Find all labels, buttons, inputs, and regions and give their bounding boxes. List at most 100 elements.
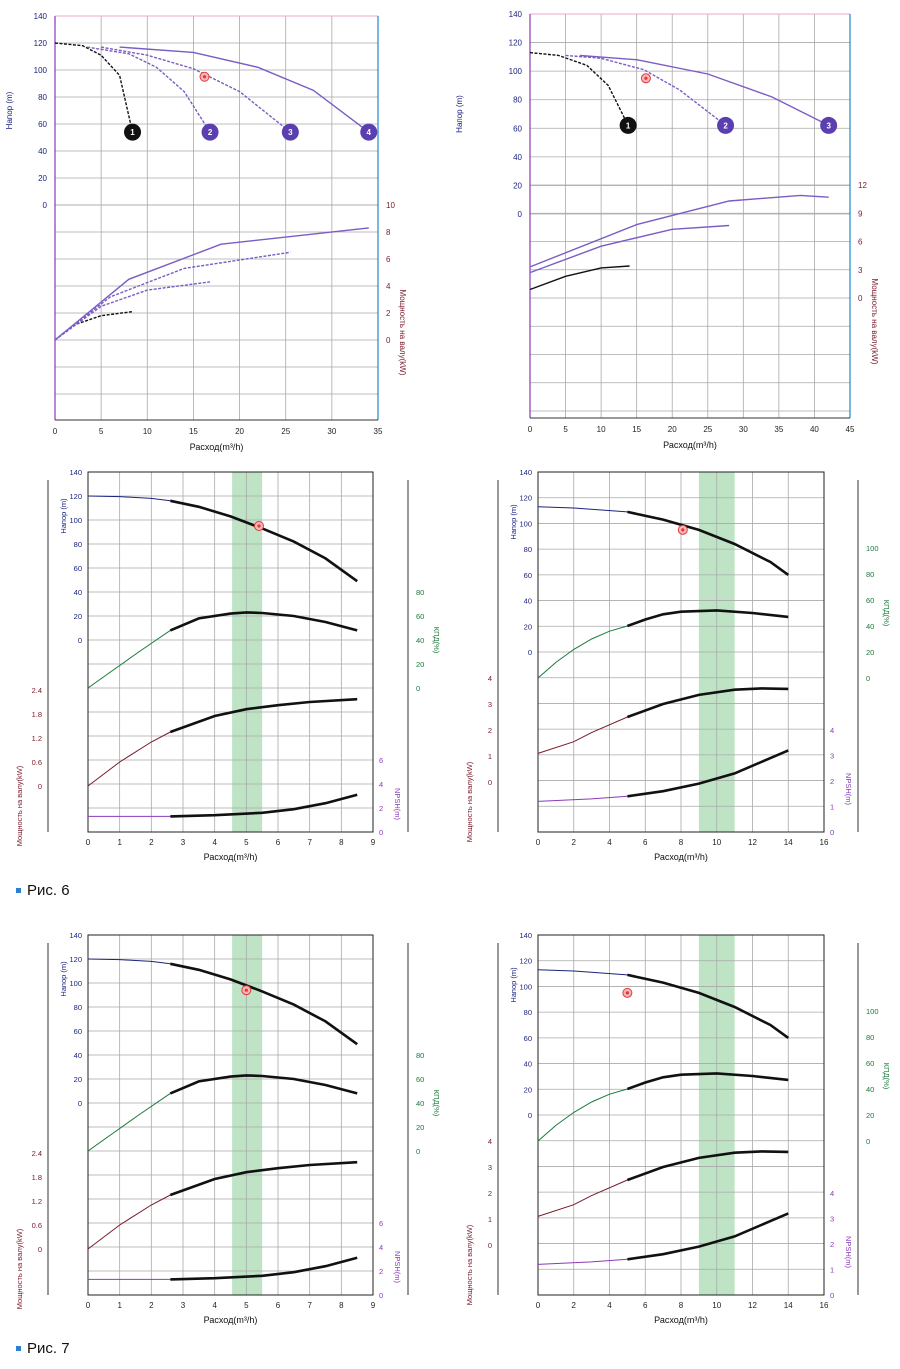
- power-curve: [529, 224, 730, 274]
- eff-curve-thick: [626, 609, 789, 628]
- curve-number-badge: [281, 123, 299, 141]
- npsh-tick-label: 3: [830, 1215, 834, 1224]
- power-tick-label: 12: [858, 181, 867, 190]
- head-curve: [529, 51, 629, 126]
- npsh-tick-label: 4: [830, 1189, 834, 1198]
- x-tick-label: 2: [149, 1301, 154, 1310]
- npsh-axis-label: NPSH(m): [393, 1251, 402, 1284]
- x-tick-label: 10: [143, 427, 152, 436]
- power-tick-label: 0: [386, 336, 391, 345]
- power-curve-thin: [537, 716, 628, 754]
- npsh-curve-thick: [170, 1256, 358, 1281]
- efficiency-band: [232, 472, 263, 832]
- head-tick-label: 120: [519, 494, 532, 503]
- x-tick-label: 9: [371, 838, 376, 847]
- head-tick-label: 120: [509, 39, 523, 48]
- caption-bullet: [16, 888, 21, 893]
- head-tick-label: 100: [69, 516, 82, 525]
- eff-curve-thick: [169, 1074, 358, 1095]
- x-tick-label: 0: [86, 838, 91, 847]
- head-axis-label: Напор (m): [455, 95, 464, 133]
- npsh-curve-thick: [170, 793, 358, 818]
- duty-point-center: [644, 76, 648, 80]
- x-tick-label: 25: [703, 425, 712, 434]
- head-curve: [100, 46, 291, 133]
- eff-tick-label: 100: [866, 1007, 879, 1016]
- power-axis-label: Мощность на валу(kW): [465, 1224, 474, 1305]
- curve-number: 2: [723, 121, 728, 130]
- head-tick-label: 100: [519, 982, 532, 991]
- x-tick-label: 5: [563, 425, 568, 434]
- x-tick-label: 35: [774, 425, 783, 434]
- x-tick-label: 6: [643, 1301, 648, 1310]
- npsh-tick-label: 2: [379, 1267, 383, 1276]
- x-tick-label: 8: [679, 838, 684, 847]
- eff-tick-label: 80: [416, 1051, 424, 1060]
- x-axis-label: Расход(m³/h): [190, 442, 244, 452]
- head-tick-label: 20: [513, 181, 522, 190]
- head-curve-thin: [537, 969, 628, 976]
- eff-tick-label: 0: [416, 1147, 420, 1156]
- x-tick-label: 30: [327, 427, 336, 436]
- x-tick-label: 6: [276, 838, 281, 847]
- eff-axis-label: КПД(%): [432, 1090, 441, 1117]
- npsh-curve-thick: [627, 749, 789, 798]
- head-curve-thick: [627, 973, 790, 1039]
- x-tick-label: 8: [339, 838, 344, 847]
- head-tick-label: 140: [69, 931, 82, 940]
- npsh-tick-label: 4: [379, 780, 383, 789]
- head-curve-thin: [537, 506, 628, 513]
- power-tick-label: 4: [488, 1137, 492, 1146]
- x-tick-label: 10: [597, 425, 606, 434]
- head-tick-label: 0: [528, 1111, 532, 1120]
- eff-tick-label: 20: [866, 648, 874, 657]
- npsh-tick-label: 0: [379, 828, 383, 837]
- head-tick-label: 40: [38, 147, 47, 156]
- head-tick-label: 0: [528, 648, 532, 657]
- curve-number-badge: [717, 116, 735, 134]
- curve-number: 3: [826, 121, 831, 130]
- eff-tick-label: 20: [416, 660, 424, 669]
- duty-point-center: [625, 991, 629, 995]
- duty-point-center: [202, 75, 207, 79]
- curve-number: 4: [367, 128, 372, 137]
- x-tick-label: 16: [820, 838, 829, 847]
- power-curve: [529, 194, 829, 268]
- head-tick-label: 0: [78, 636, 82, 645]
- head-tick-label: 80: [524, 545, 532, 554]
- plot-frame: [87, 471, 374, 833]
- x-tick-label: 14: [784, 1301, 793, 1310]
- power-tick-label: 2: [488, 1189, 492, 1198]
- head-tick-label: 40: [513, 153, 522, 162]
- power-tick-label: 3: [488, 700, 492, 709]
- x-tick-label: 15: [189, 427, 198, 436]
- head-curve-thick: [627, 510, 790, 576]
- power-axis-label: Мощность на валу(kW): [465, 761, 474, 842]
- head-tick-label: 140: [69, 468, 82, 477]
- power-curve-thin: [537, 1179, 628, 1217]
- head-tick-label: 0: [43, 201, 48, 210]
- duty-point-center: [681, 528, 685, 532]
- head-curve-thick: [170, 499, 358, 583]
- x-tick-label: 0: [536, 1301, 541, 1310]
- x-tick-label: 1: [117, 838, 122, 847]
- eff-tick-label: 0: [866, 674, 870, 683]
- head-axis-label: Напор (m): [509, 504, 518, 540]
- figure-caption-6: Рис. 6: [16, 882, 70, 899]
- power-axis-label: Мощность на валу(kW): [15, 1228, 24, 1309]
- npsh-axis-label: NPSH(m): [844, 1236, 853, 1269]
- power-curve: [529, 265, 630, 291]
- x-tick-label: 6: [276, 1301, 281, 1310]
- eff-curve-thin: [537, 1088, 628, 1142]
- power-tick-label: 1.2: [32, 1197, 42, 1206]
- power-tick-label: 1.8: [32, 1173, 42, 1182]
- power-tick-label: 0: [488, 778, 492, 787]
- head-tick-label: 120: [34, 39, 48, 48]
- eff-tick-label: 100: [866, 544, 879, 553]
- power-tick-label: 4: [488, 674, 492, 683]
- x-tick-label: 4: [607, 838, 612, 847]
- npsh-axis-label: NPSH(m): [393, 788, 402, 821]
- head-tick-label: 80: [74, 1003, 82, 1012]
